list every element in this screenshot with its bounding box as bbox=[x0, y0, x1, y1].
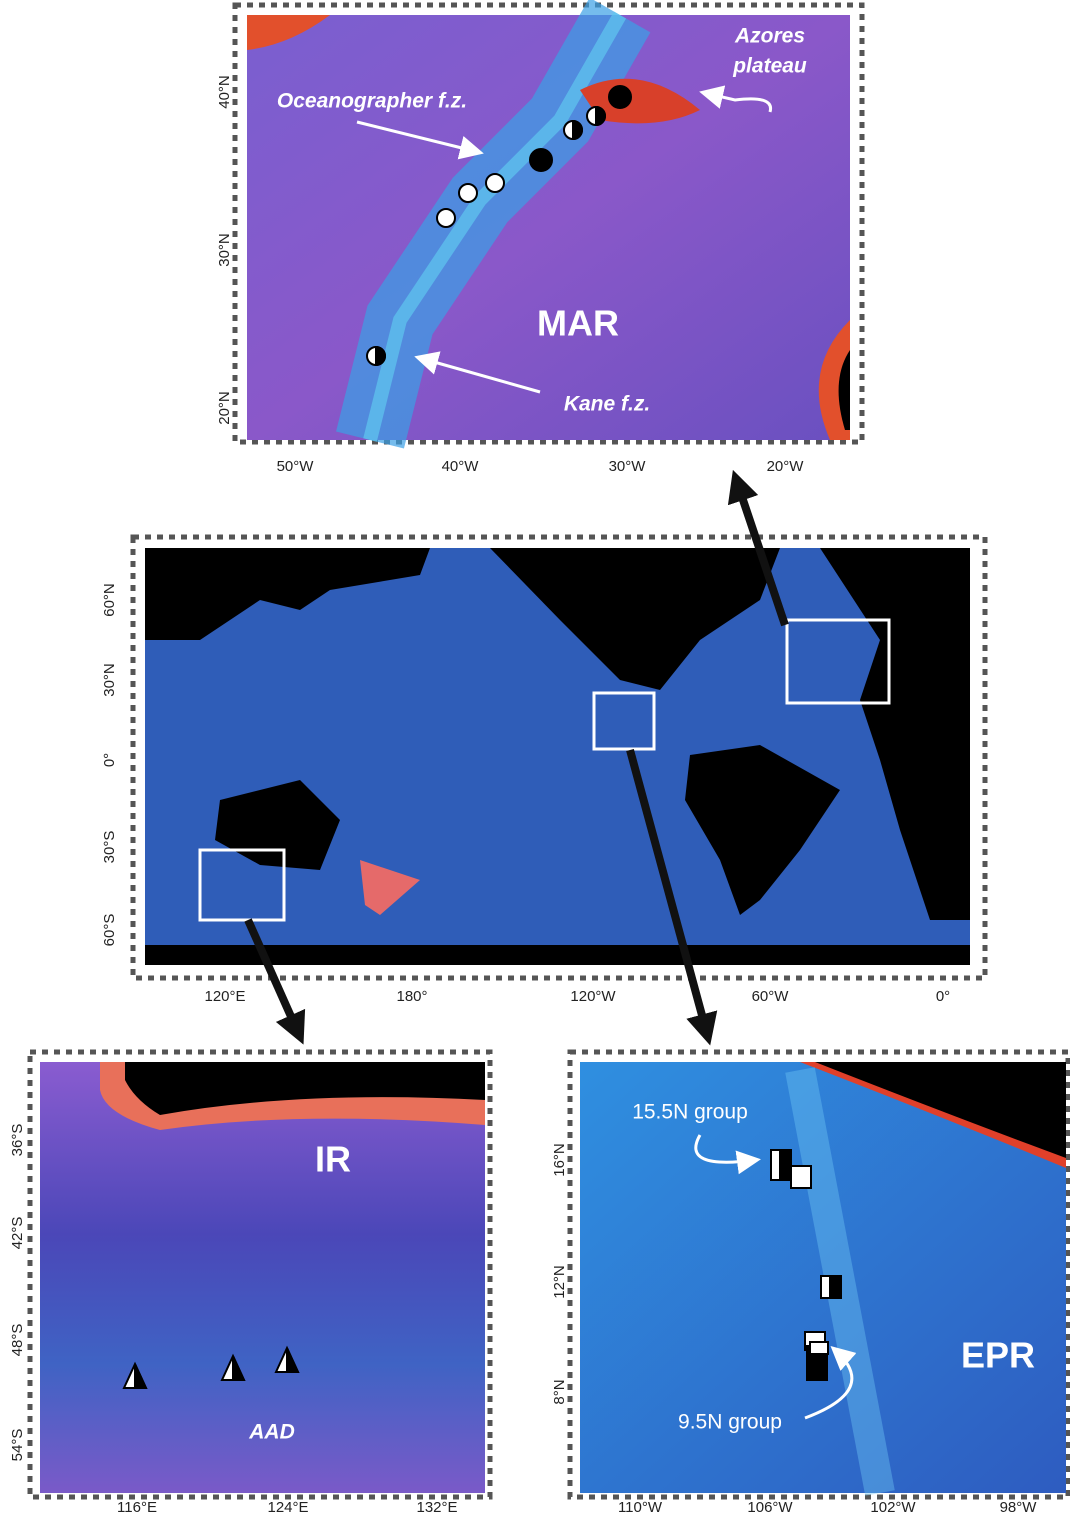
lat-label: 30°N bbox=[216, 233, 233, 267]
lon-label: 102°W bbox=[870, 1499, 916, 1516]
epr-panel: 15.5N group 9.5N group EPR 16°N 12°N 8°N… bbox=[551, 1052, 1068, 1516]
lon-label: 106°W bbox=[747, 1499, 793, 1516]
lat-label: 0° bbox=[101, 753, 118, 767]
lon-label: 98°W bbox=[1000, 1499, 1038, 1516]
lat-label: 36°S bbox=[9, 1124, 26, 1157]
site-square-fill bbox=[771, 1150, 780, 1180]
lat-label: 40°N bbox=[216, 75, 233, 109]
site-square bbox=[791, 1166, 811, 1188]
lon-label: 124°E bbox=[267, 1499, 308, 1516]
lat-label: 54°S bbox=[9, 1429, 26, 1462]
figure: Azores plateau Oceanographer f.z. MAR Ka… bbox=[0, 0, 1070, 1517]
lat-label: 8°N bbox=[551, 1379, 568, 1404]
site-white bbox=[486, 174, 504, 192]
ir-panel: IR AAD 36°S 42°S 48°S 54°S 116°E 124°E 1… bbox=[9, 1052, 490, 1516]
lon-label: 180° bbox=[396, 988, 427, 1005]
site-half-fill bbox=[573, 121, 582, 139]
site-square-fill bbox=[810, 1342, 828, 1354]
lat-label: 60°N bbox=[101, 583, 118, 617]
lon-label: 120°E bbox=[204, 988, 245, 1005]
annotation: 15.5N group bbox=[632, 1101, 748, 1124]
lat-label: 30°S bbox=[101, 831, 118, 864]
lon-label: 116°E bbox=[117, 1499, 157, 1516]
lon-label: 30°W bbox=[609, 458, 647, 475]
lat-label: 48°S bbox=[9, 1324, 26, 1357]
lat-label: 42°S bbox=[9, 1217, 26, 1250]
annotation: AAD bbox=[248, 1421, 295, 1444]
region-label: MAR bbox=[537, 303, 619, 344]
world-panel: 60°N 30°N 0° 30°S 60°S 120°E 180° 120°W … bbox=[101, 537, 985, 1005]
lon-label: 110°W bbox=[618, 1499, 663, 1516]
site-black bbox=[530, 149, 552, 171]
mar-panel: Azores plateau Oceanographer f.z. MAR Ka… bbox=[216, 5, 862, 475]
site-black bbox=[609, 86, 631, 108]
lat-label: 20°N bbox=[216, 391, 233, 425]
annotation: Oceanographer f.z. bbox=[277, 90, 467, 113]
site-white bbox=[437, 209, 455, 227]
lat-label: 30°N bbox=[101, 663, 118, 697]
annotation: plateau bbox=[732, 55, 807, 78]
annotation: Azores bbox=[734, 25, 805, 48]
lon-label: 50°W bbox=[277, 458, 315, 475]
lon-label: 0° bbox=[936, 988, 950, 1005]
lat-label: 12°N bbox=[551, 1265, 568, 1299]
region-label: EPR bbox=[961, 1335, 1035, 1376]
lon-label: 60°W bbox=[752, 988, 790, 1005]
lat-label: 60°S bbox=[101, 914, 118, 947]
site-white bbox=[459, 184, 477, 202]
lat-label: 16°N bbox=[551, 1143, 568, 1177]
lon-label: 40°W bbox=[442, 458, 480, 475]
site-half-fill bbox=[376, 347, 385, 365]
lon-label: 20°W bbox=[767, 458, 805, 475]
annotation: Kane f.z. bbox=[564, 393, 650, 416]
site-square-fill bbox=[821, 1276, 830, 1298]
region-label: IR bbox=[315, 1139, 351, 1180]
lon-label: 120°W bbox=[570, 988, 616, 1005]
site-half-fill bbox=[596, 107, 605, 125]
annotation: 9.5N group bbox=[678, 1411, 782, 1434]
lon-label: 132°E bbox=[416, 1499, 457, 1516]
